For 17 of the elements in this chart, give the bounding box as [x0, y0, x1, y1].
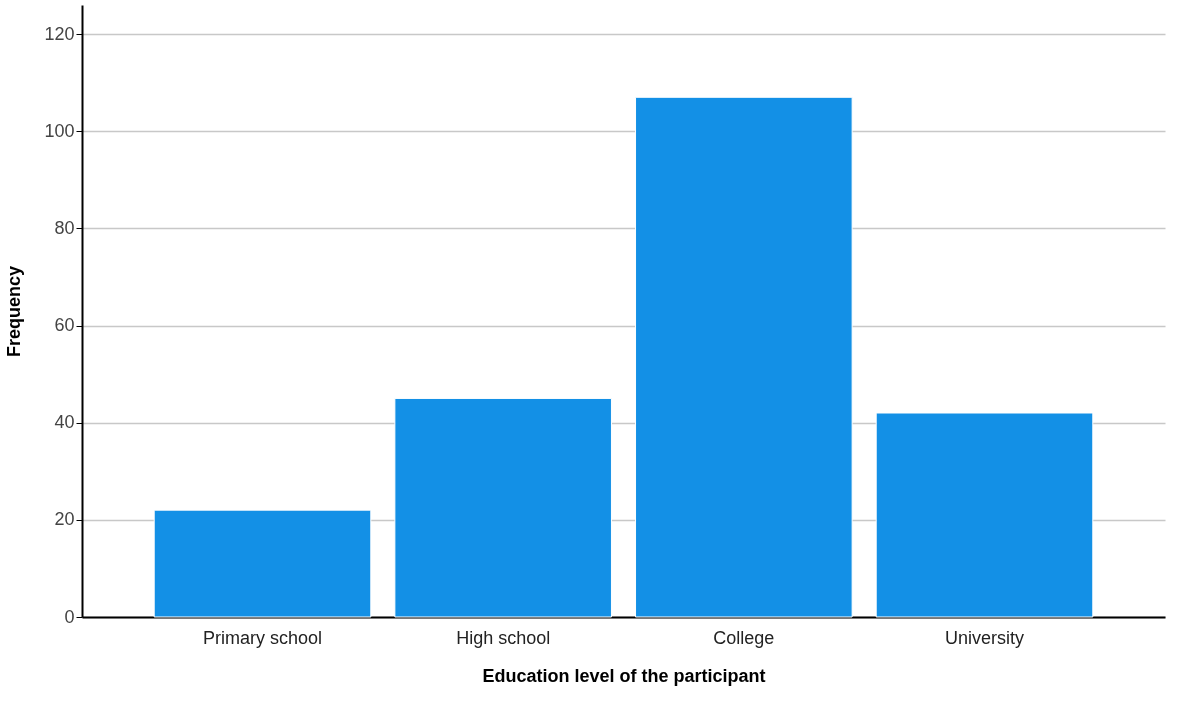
bar	[635, 96, 853, 618]
bar	[153, 509, 372, 618]
x-tick-label: College	[713, 627, 775, 648]
x-axis-title: Education level of the participant	[482, 665, 766, 686]
y-tick-label: 0	[64, 606, 75, 627]
bar	[875, 412, 1094, 618]
x-tick-label: High school	[456, 627, 551, 648]
y-tick-label: 80	[54, 217, 75, 238]
y-tick-label: 100	[44, 120, 75, 141]
bar	[394, 397, 612, 618]
y-tick-label: 60	[54, 315, 75, 336]
y-tick-label: 120	[44, 23, 75, 44]
y-tick-label: 40	[54, 412, 75, 433]
y-tick-label: 20	[54, 509, 75, 530]
y-axis-title: Frequency	[4, 265, 25, 358]
x-tick-label: University	[944, 627, 1025, 648]
x-tick-label: Primary school	[202, 627, 323, 648]
